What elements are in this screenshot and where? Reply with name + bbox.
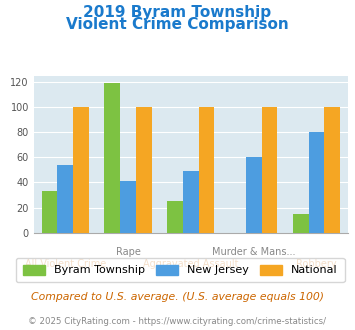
Bar	[246, 157, 262, 233]
Bar	[42, 191, 57, 233]
Text: Robbery: Robbery	[296, 259, 337, 269]
Bar	[183, 171, 199, 233]
Text: Violent Crime Comparison: Violent Crime Comparison	[66, 16, 289, 31]
Text: Rape: Rape	[115, 247, 141, 256]
Bar	[199, 107, 214, 233]
Bar	[262, 107, 277, 233]
Text: Aggravated Assault: Aggravated Assault	[143, 259, 239, 269]
Bar	[57, 165, 73, 233]
Text: © 2025 CityRating.com - https://www.cityrating.com/crime-statistics/: © 2025 CityRating.com - https://www.city…	[28, 317, 327, 326]
Bar	[73, 107, 89, 233]
Bar	[324, 107, 340, 233]
Bar	[136, 107, 152, 233]
Text: Murder & Mans...: Murder & Mans...	[212, 247, 295, 256]
Bar	[167, 201, 183, 233]
Bar	[120, 181, 136, 233]
Text: All Violent Crime: All Violent Crime	[24, 259, 106, 269]
Bar	[308, 132, 324, 233]
Bar	[104, 83, 120, 233]
Text: Compared to U.S. average. (U.S. average equals 100): Compared to U.S. average. (U.S. average …	[31, 292, 324, 302]
Text: 2019 Byram Township: 2019 Byram Township	[83, 5, 272, 20]
Legend: Byram Township, New Jersey, National: Byram Township, New Jersey, National	[16, 258, 345, 282]
Bar	[293, 214, 308, 233]
